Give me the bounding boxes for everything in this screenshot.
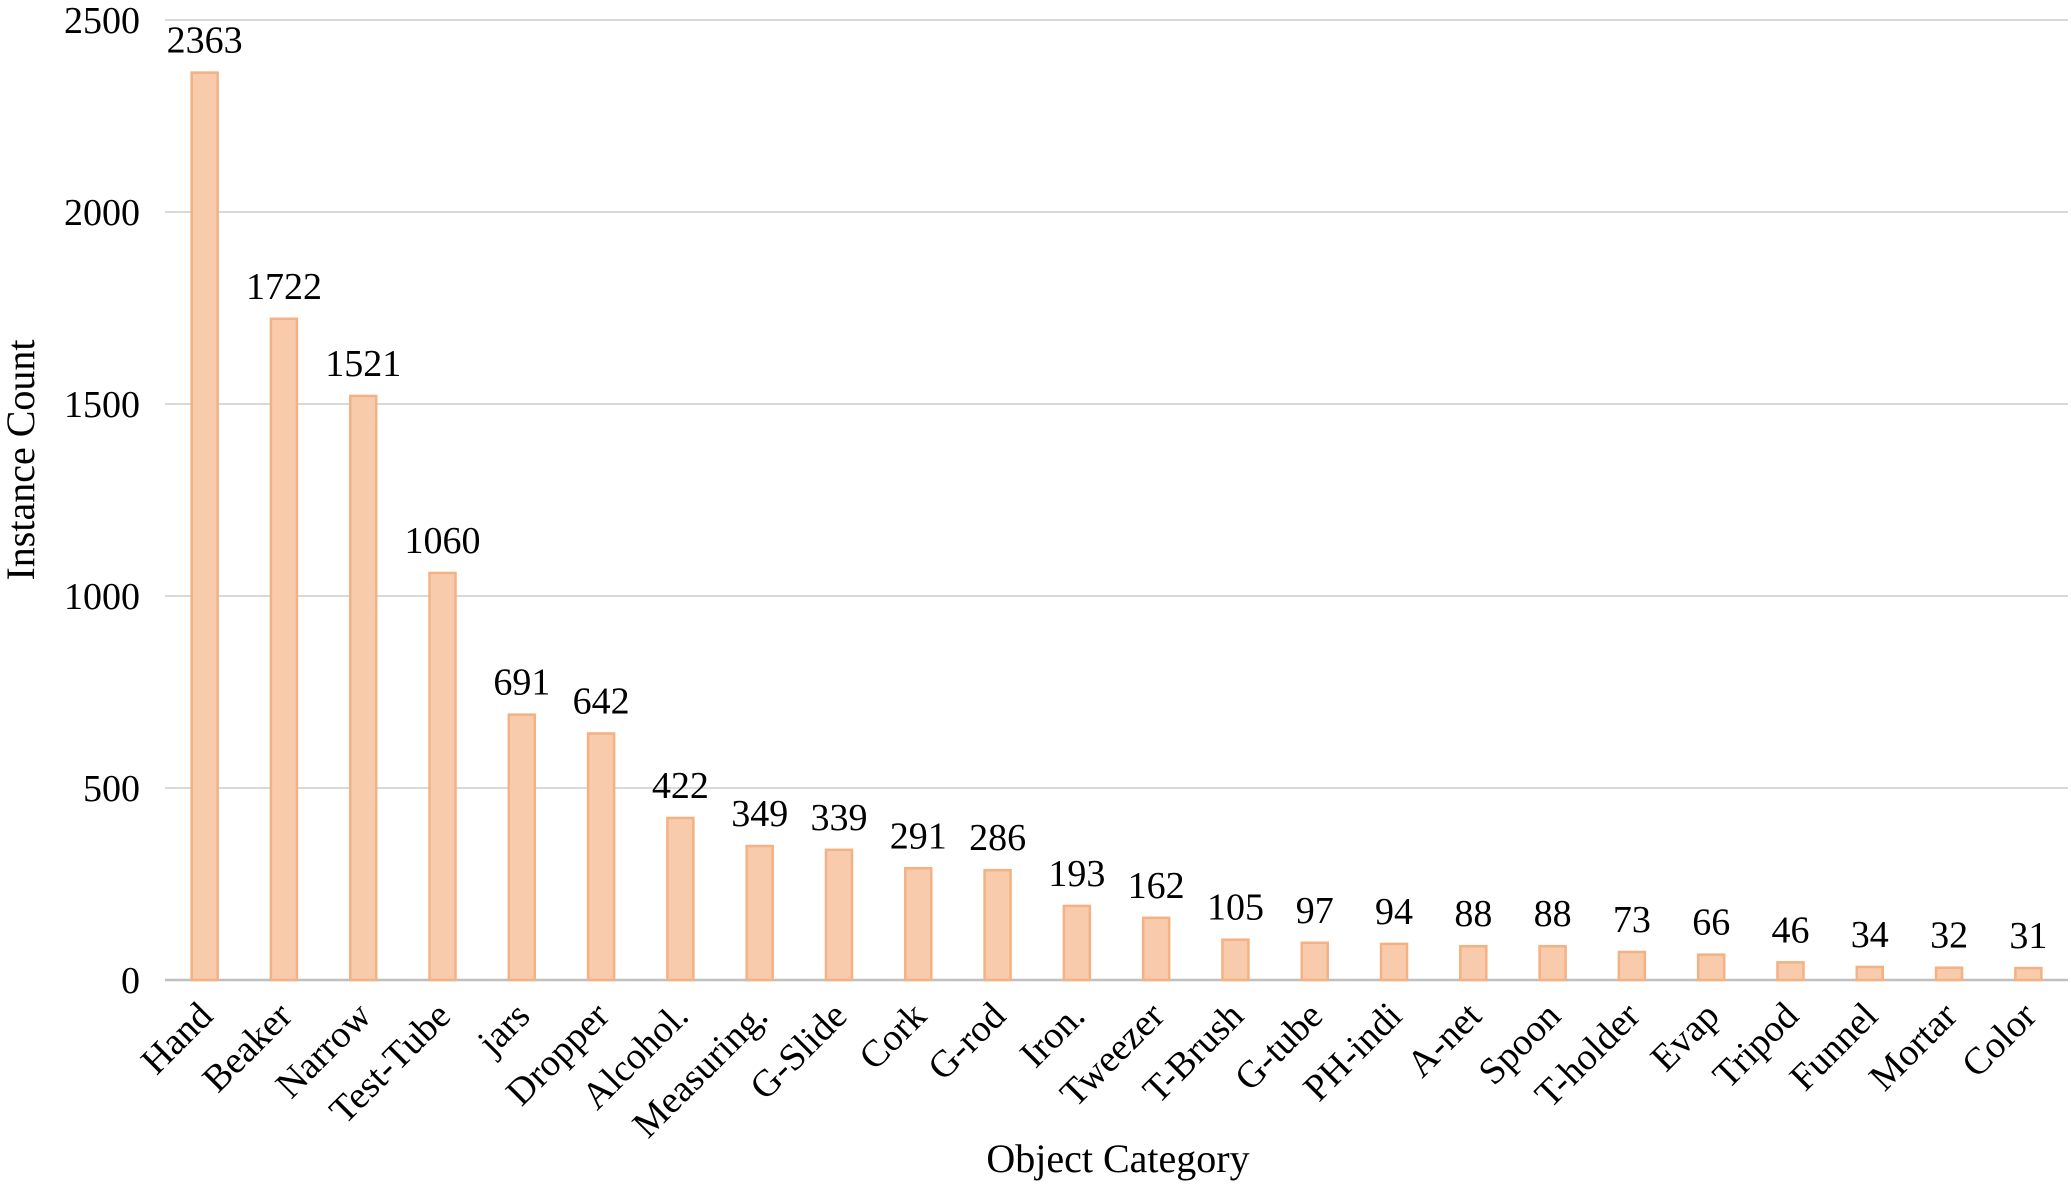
data-label: 1060: [405, 520, 481, 562]
data-label: 2363: [167, 20, 243, 62]
data-label: 1521: [325, 343, 401, 385]
data-label: 162: [1128, 865, 1185, 907]
y-tick-label: 1500: [64, 384, 140, 426]
data-label: 94: [1375, 891, 1413, 933]
x-tick-label: Tripod: [1705, 995, 1807, 1097]
data-label: 691: [493, 662, 550, 704]
gridlines: [165, 19, 2068, 982]
y-tick-label: 2500: [64, 0, 140, 42]
bar: [190, 71, 219, 982]
data-label: 339: [810, 797, 867, 839]
x-tick-label: Cork: [851, 995, 934, 1078]
data-label: 31: [2009, 915, 2047, 957]
data-label: 88: [1534, 893, 1572, 935]
data-label: 105: [1207, 887, 1264, 929]
bar: [1617, 950, 1647, 982]
bar: [269, 317, 299, 982]
y-tick-label: 2000: [64, 192, 140, 234]
data-label: 642: [573, 680, 630, 722]
bar: [428, 571, 457, 982]
bar: [1459, 944, 1488, 982]
data-label: 97: [1296, 890, 1334, 932]
x-tick-label: Funnel: [1782, 995, 1886, 1099]
bar: [745, 844, 774, 982]
data-label: 88: [1454, 893, 1492, 935]
data-label: 193: [1048, 853, 1105, 895]
data-label: 349: [731, 793, 788, 835]
x-tick-label: G-rod: [920, 995, 1014, 1089]
bar: [1221, 938, 1250, 982]
bar: [1776, 961, 1805, 982]
bar: [1538, 944, 1567, 982]
bar: [1062, 904, 1092, 982]
bar: [824, 848, 854, 982]
bar: [1141, 916, 1171, 982]
bar: [1300, 941, 1329, 982]
data-label: 32: [1930, 915, 1968, 957]
data-label: 286: [969, 817, 1026, 859]
y-axis-ticks: 0 500 1000 1500 2000 2500: [64, 0, 140, 1002]
data-label: 291: [890, 815, 947, 857]
x-axis-title: Object Category: [986, 1136, 1249, 1181]
y-tick-label: 0: [121, 960, 140, 1002]
x-tick-label: Color: [1954, 994, 2045, 1085]
bar: [904, 867, 933, 982]
data-label: 66: [1692, 902, 1730, 944]
bar: [983, 868, 1012, 982]
bar: [348, 394, 378, 982]
y-tick-label: 1000: [64, 576, 140, 618]
y-tick-label: 500: [83, 768, 140, 810]
x-tick-label: Mortar: [1861, 994, 1966, 1099]
bar: [1379, 942, 1409, 982]
bar: [586, 732, 616, 982]
data-label: 34: [1851, 914, 1889, 956]
bar: [507, 713, 537, 982]
data-label: 46: [1771, 909, 1809, 951]
bar: [2014, 966, 2043, 982]
y-axis-title: Instance Count: [0, 339, 43, 580]
data-label: 1722: [246, 266, 322, 308]
x-tick-label: A-net: [1399, 994, 1490, 1085]
bar: [1934, 966, 1964, 982]
bar: [666, 816, 695, 982]
data-label: 422: [652, 765, 709, 807]
data-label: 73: [1613, 899, 1651, 941]
bar: [1696, 953, 1726, 982]
bar: [1855, 965, 1885, 982]
bars: [190, 71, 2043, 982]
